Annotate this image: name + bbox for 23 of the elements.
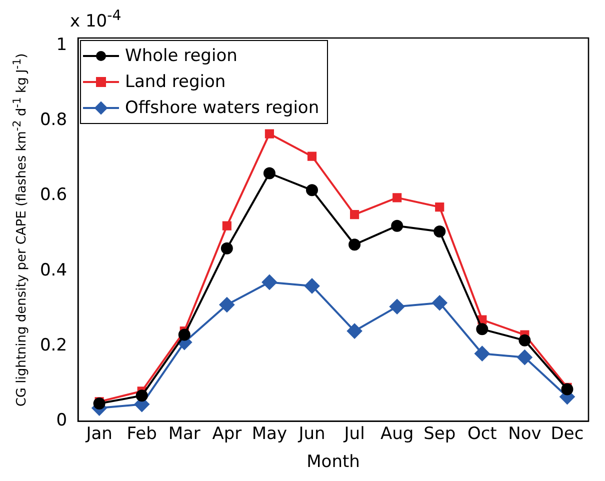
y-tick-label: 1	[56, 34, 68, 55]
y-tick-label: 0.8	[40, 110, 68, 130]
x-tick-label: Jan	[85, 424, 112, 444]
x-tick-label: Apr	[212, 424, 242, 444]
y-tick-label: 0	[56, 410, 68, 431]
legend-label: Offshore waters region	[125, 97, 320, 120]
x-axis-title: Month	[306, 452, 360, 472]
x-tick-label: Dec	[550, 424, 584, 444]
x-tick-label: Aug	[380, 424, 414, 444]
y-tick-label: 0.2	[40, 335, 68, 356]
x-tick-label: May	[252, 424, 288, 444]
x-tick-label: Sep	[424, 424, 456, 444]
x-tick-label: Jul	[343, 424, 365, 444]
legend-label: Whole region	[125, 45, 238, 68]
legend-label: Land region	[125, 71, 226, 94]
text: x 10$^{-4}$	[70, 8, 122, 32]
x-tick-label: Nov	[508, 424, 542, 444]
x-tick-label: Mar	[168, 424, 200, 444]
y-tick-label: 0.4	[40, 260, 68, 280]
y-tick-label: 0.6	[40, 185, 68, 206]
x-tick-label: Feb	[126, 424, 157, 444]
x-tick-label: Oct	[467, 424, 498, 444]
x-tick-label: Jun	[298, 424, 326, 444]
